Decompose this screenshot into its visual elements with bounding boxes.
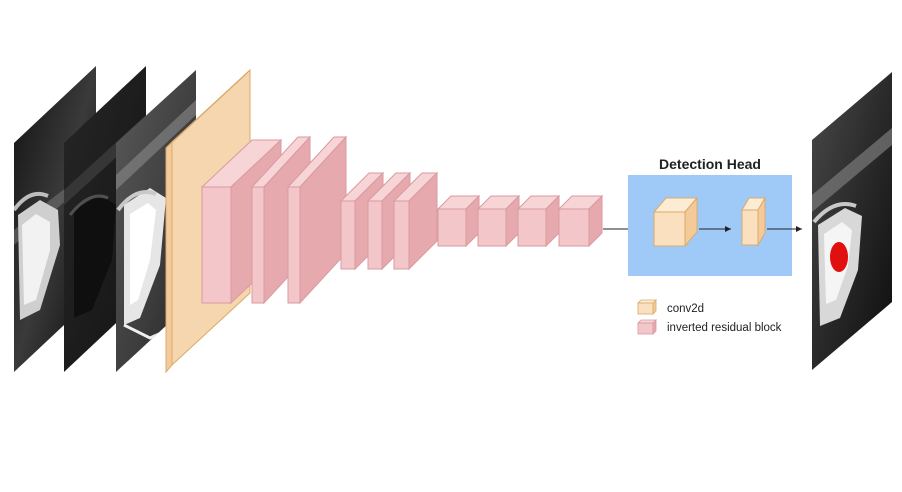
inverted-residual-block-6 [392,171,439,271]
legend-swatch-conv2d [637,302,654,315]
legend-item-inverted-residual-block: inverted residual block [637,319,782,335]
head-conv2d-2 [741,196,766,247]
legend: conv2d inverted residual block [637,299,782,335]
inverted-residual-block-8 [476,194,521,248]
detection-head-title: Detection Head [659,156,761,172]
legend-swatch-inverted-residual-block [637,322,654,335]
detection-head: Detection Head [628,156,802,276]
detection-marker [830,242,848,272]
legend-label-inverted-residual-block: inverted residual block [667,322,782,334]
inverted-residual-block-9 [516,194,561,248]
legend-label-conv2d: conv2d [667,303,704,315]
head-conv2d-1 [652,196,699,248]
output-image [812,72,892,370]
inverted-residual-block-10 [557,194,604,248]
legend-item-conv2d: conv2d [637,299,704,315]
inverted-residual-blocks [200,135,604,305]
inverted-residual-block-7 [436,194,481,248]
detection-head-background [628,175,792,276]
